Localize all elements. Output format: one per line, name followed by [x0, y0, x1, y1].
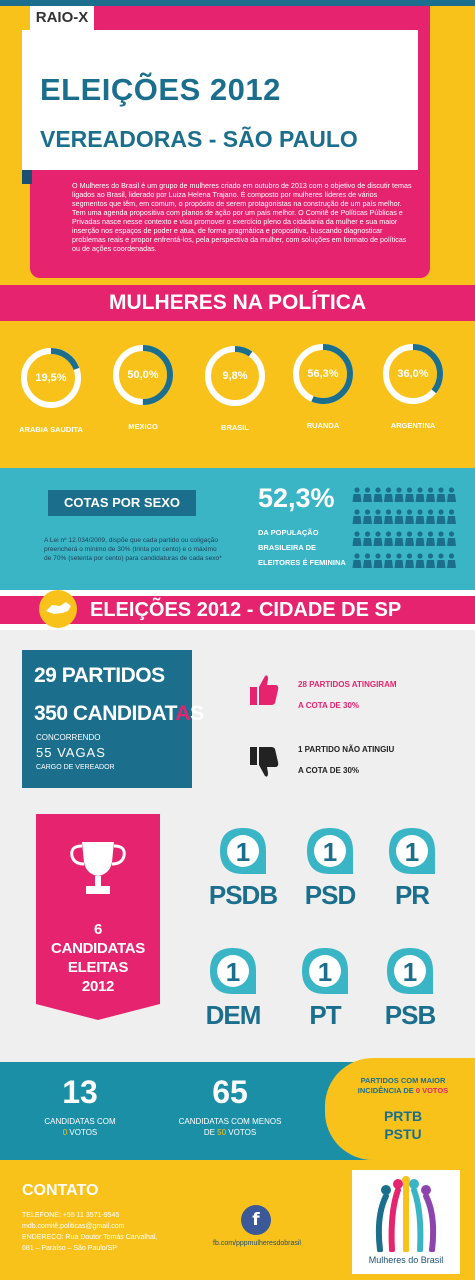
- title-box: [22, 30, 418, 170]
- thumbs-down-icon: [250, 747, 279, 777]
- contact-heading: CONTATO: [22, 1182, 99, 1199]
- party-name-psb: PSB: [384, 1000, 436, 1030]
- party-name-pr: PR: [394, 880, 430, 910]
- maior-incidencia-parties: PRTB PSTU: [383, 1108, 423, 1142]
- party-count-pr: 1: [405, 837, 419, 867]
- contact-address-2: 681 – Paraíso – São Paulo/SP: [22, 1245, 117, 1252]
- donut-value-2: 50,0%: [127, 369, 159, 381]
- party-badge-psdb: 1: [220, 828, 266, 874]
- partidos-count: 29 PARTIDOS: [34, 664, 165, 687]
- partidos-box: [22, 650, 192, 788]
- atingiram-line-2: A COTA DE 30%: [298, 701, 360, 710]
- contact-phone: TELEFONE: +55 11 3571-9545: [22, 1212, 120, 1219]
- cidade-band: ELEIÇÕES 2012 - CIDADE DE SP: [0, 596, 475, 624]
- party-badge-psb: 1: [387, 948, 433, 994]
- party-badge-pt: 1: [302, 948, 348, 994]
- politica-heading: MULHERES NA POLÍTICA: [108, 291, 367, 314]
- trophy-icon: [70, 842, 126, 894]
- donut-arc-3: [205, 346, 265, 406]
- party-count-psd: 1: [323, 837, 337, 867]
- country-label-4: RUANDA: [306, 421, 340, 430]
- donut-value-5: 36,0%: [397, 368, 429, 380]
- logo-text: Mulheres do Brasil: [368, 1255, 444, 1265]
- cotas-section: [0, 468, 475, 590]
- candidatas-count: 350 CANDIDATAS: [34, 702, 204, 725]
- donut-4: [293, 344, 353, 404]
- raio-x-tag: RAIO-X: [30, 6, 94, 30]
- eleitas-text: 6 CANDIDATAS ELEITAS 2012: [51, 921, 145, 995]
- under-50-votes-number: 65: [212, 1074, 248, 1110]
- zero-votes-label: CANDIDATAS COM 0 VOTOS: [44, 1117, 116, 1137]
- politica-band: MULHERES NA POLÍTICA: [0, 285, 475, 321]
- female-voters-percent: 52,3%: [258, 483, 335, 513]
- page-title: ELEIÇÕES 2012: [40, 72, 281, 107]
- donut-arc-4: [293, 344, 353, 404]
- party-badge-dem: 1: [210, 948, 256, 994]
- facebook-icon[interactable]: f: [241, 1205, 271, 1235]
- party-badge-psd: 1: [307, 828, 353, 874]
- party-count-pt: 1: [318, 957, 332, 987]
- donut-value-4: 56,3%: [307, 368, 339, 380]
- zero-votes-number: 13: [62, 1074, 98, 1110]
- donut-arc-2: [113, 345, 173, 405]
- donut-3: [205, 346, 265, 406]
- country-label-5: ARGENTINA: [390, 421, 436, 430]
- cotas-heading-badge: COTAS POR SEXO: [48, 490, 196, 516]
- party-count-psb: 1: [403, 957, 417, 987]
- party-name-psdb: PSDB: [208, 880, 278, 910]
- maior-incidencia-box: [325, 1058, 475, 1160]
- people-grid-icon: [352, 487, 456, 568]
- party-count-dem: 1: [226, 957, 240, 987]
- atingiram-line-1: 28 PARTIDOS ATINGIRAM: [298, 680, 397, 689]
- donut-1: [21, 348, 81, 408]
- country-label-2: MEXICO: [128, 422, 158, 431]
- header-top-bar: [0, 0, 475, 6]
- country-label-3: BRASIL: [221, 423, 249, 432]
- cidade-heading: ELEIÇÕES 2012 - CIDADE DE SP: [90, 599, 402, 621]
- nao-atingiu-line-2: A COTA DE 30%: [298, 766, 360, 775]
- female-voters-description: DA POPULAÇÃO BRASILEIRA DE ELEITORES É F…: [258, 528, 346, 567]
- party-badge-pr: 1: [389, 828, 435, 874]
- under-50-votes-label: CANDIDATAS COM MENOS DE 50 VOTOS: [178, 1117, 282, 1137]
- facebook-link[interactable]: fb.com/pppmulheresdobrasil: [213, 1240, 301, 1247]
- cargo-label: CARGO DE VEREADOR: [36, 764, 115, 771]
- thumbs-up-icon: [250, 675, 279, 705]
- party-name-pt: PT: [309, 1000, 341, 1030]
- donut-value-3: 9,8%: [222, 370, 248, 382]
- contact-email[interactable]: mdb.comitê.politicas@gmail.com: [22, 1223, 125, 1230]
- donut-arc-1: [21, 348, 81, 408]
- country-label-1: ARABIA SAUDITA: [19, 425, 83, 434]
- nao-atingiu-line-1: 1 PARTIDO NÃO ATINGIU: [298, 745, 395, 754]
- concorrendo-label: CONCORRENDO: [36, 733, 101, 742]
- party-count-psdb: 1: [236, 837, 250, 867]
- donut-arc-5: [383, 344, 443, 404]
- vagas-label: 55 VAGAS: [36, 745, 106, 760]
- donut-5: [383, 344, 443, 404]
- contact-address-1: ENDERECO: Rua Doutor Tomás Carvalhal,: [22, 1234, 158, 1241]
- cotas-law-text: A Lei nº 12.034/2009, dispõe que cada pa…: [44, 537, 222, 562]
- page-subtitle: VEREADORAS - SÃO PAULO: [40, 126, 358, 152]
- party-name-psd: PSD: [304, 880, 356, 910]
- maior-incidencia-title: PARTIDOS COM MAIOR INCIDÊNCIA DE 0 VOTOS: [357, 1076, 449, 1095]
- sao-paulo-map-icon: [39, 590, 77, 628]
- eleitas-banner: [36, 814, 160, 1020]
- title-box-fold: [22, 170, 32, 184]
- intro-paragraph: O Mulheres do Brasil é um grupo de mulhe…: [72, 181, 412, 253]
- logo-figures-icon: [375, 1176, 437, 1252]
- donut-2: [113, 345, 173, 405]
- donut-value-1: 19,5%: [35, 372, 67, 384]
- party-name-dem: DEM: [205, 1000, 262, 1030]
